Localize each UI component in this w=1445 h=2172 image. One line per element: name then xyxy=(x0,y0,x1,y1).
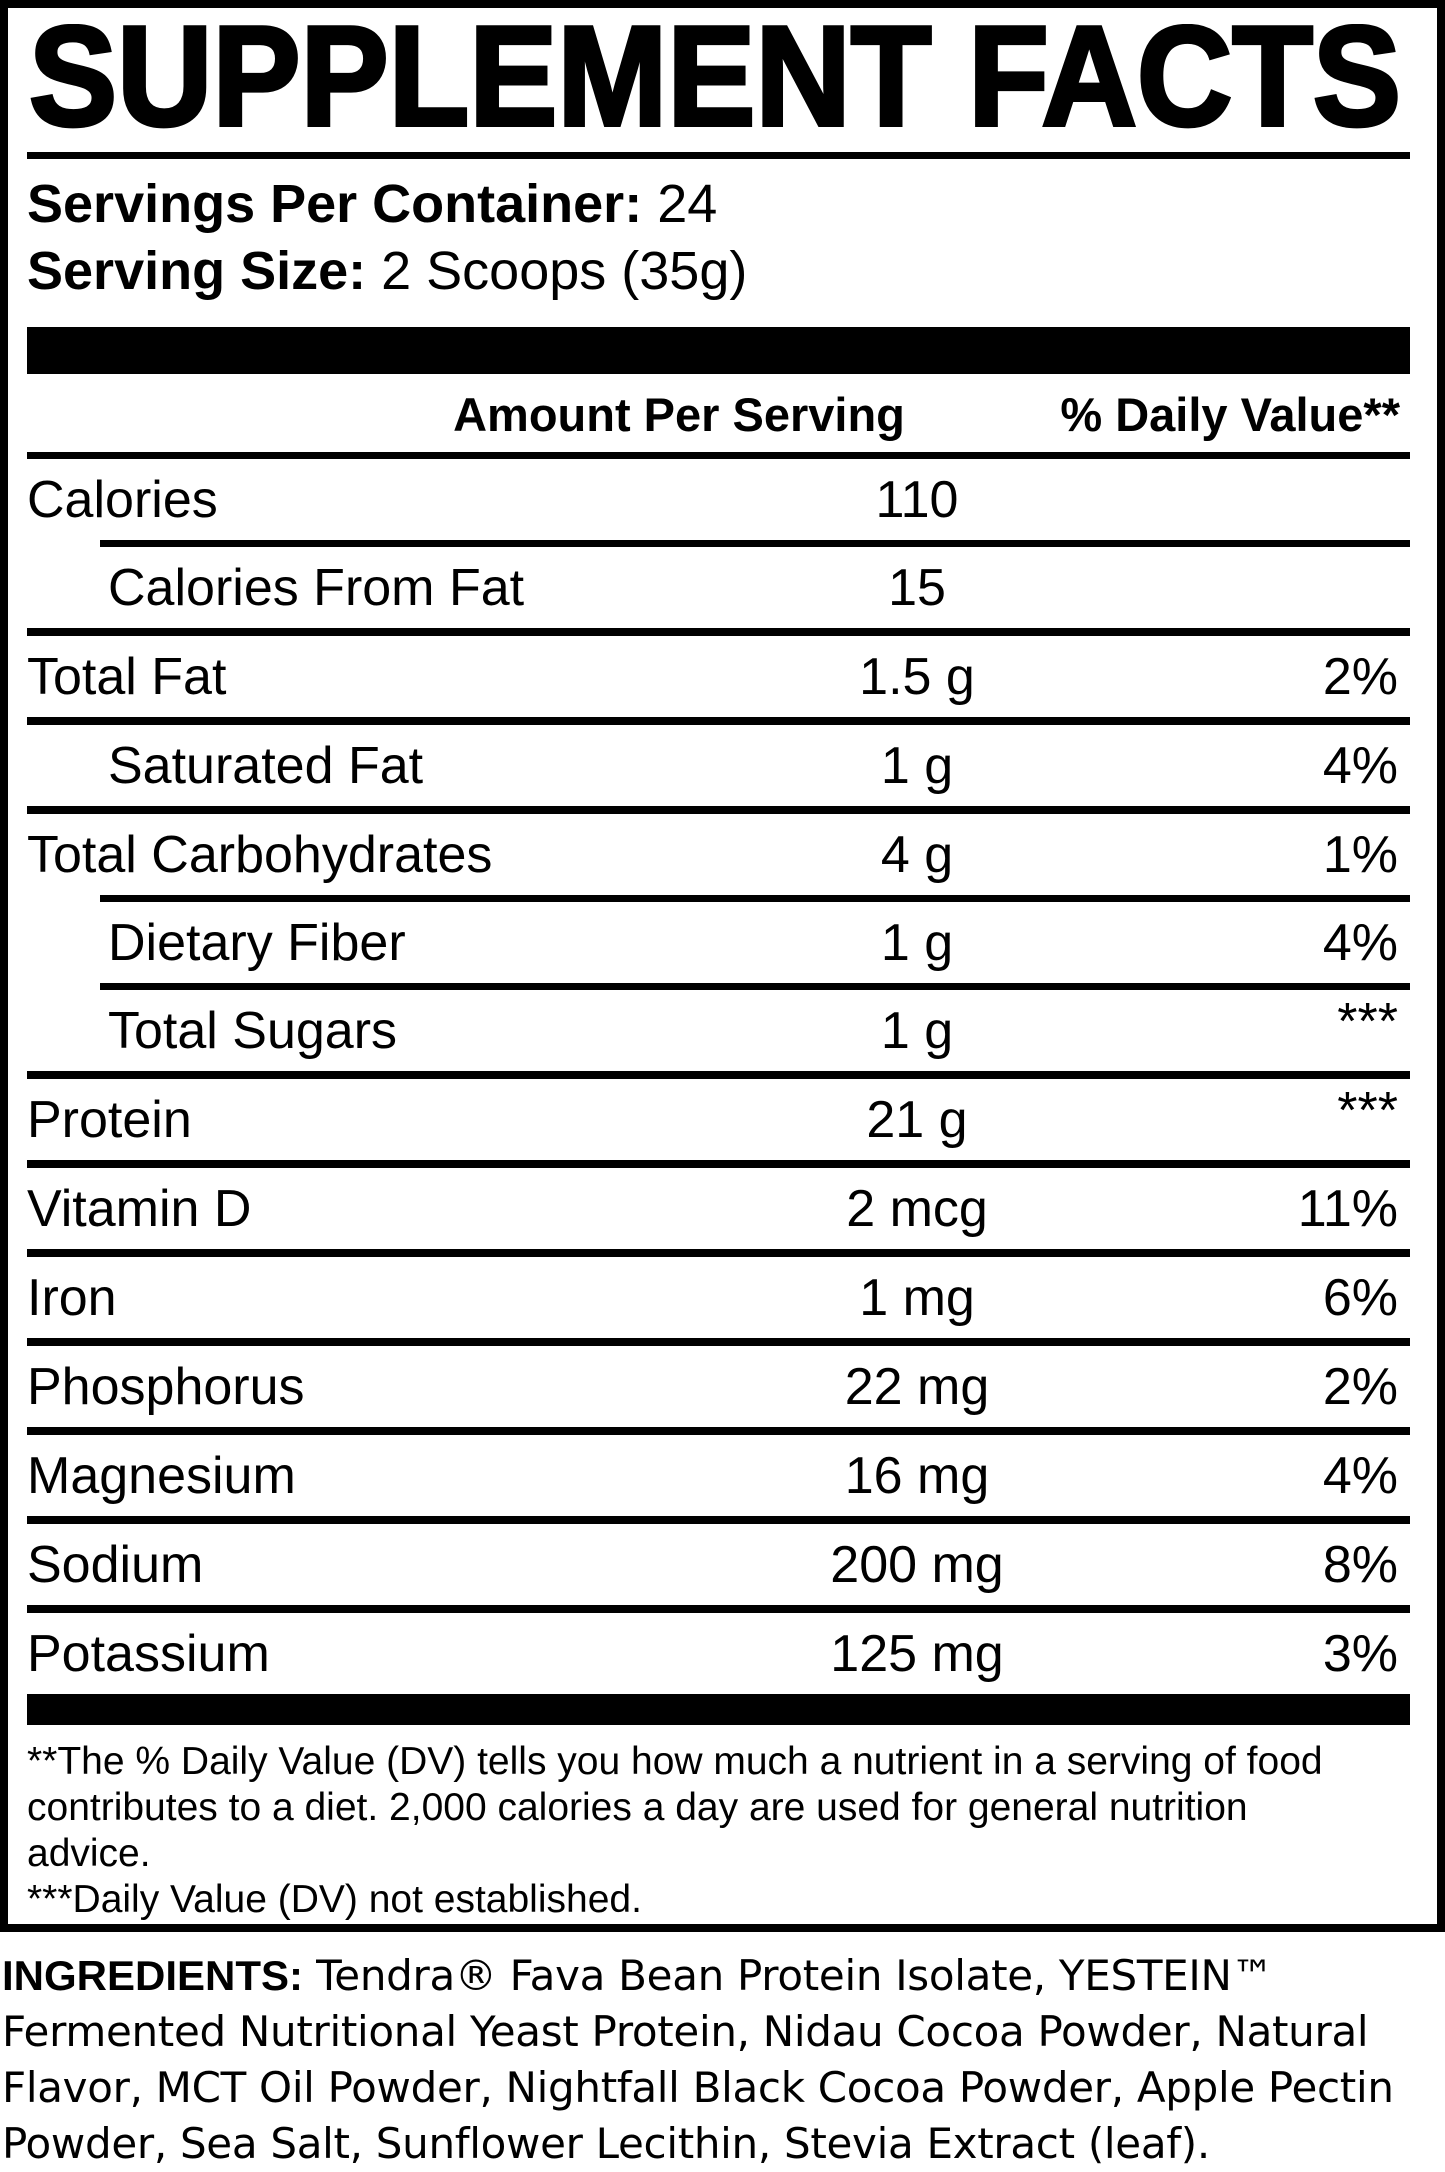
nutrient-row: Potassium 125 mg 3% xyxy=(27,1613,1410,1694)
nutrient-row: Calories From Fat 15 xyxy=(27,547,1410,628)
ingredients-section: INGREDIENTS: Tendra® Fava Bean Protein I… xyxy=(0,1932,1445,2172)
nutrient-amount: 110 xyxy=(875,470,959,529)
serving-size-label: Serving Size: xyxy=(27,241,367,301)
nutrient-name: Calories From Fat xyxy=(108,558,525,617)
nutrient-dv: 8% xyxy=(1322,1535,1398,1594)
nutrient-amount: 15 xyxy=(888,558,946,617)
nutrient-amount: 4 g xyxy=(880,825,954,884)
serving-size-value: 2 Scoops (35g) xyxy=(381,241,748,301)
nutrient-dv: 4% xyxy=(1322,1446,1398,1505)
row-divider xyxy=(27,806,1410,814)
nutrient-name: Potassium xyxy=(27,1624,270,1683)
nutrient-amount: 22 mg xyxy=(844,1357,990,1416)
row-divider xyxy=(27,1249,1410,1257)
header-separator-bar xyxy=(27,327,1410,374)
nutrient-dv: 3% xyxy=(1322,1624,1398,1683)
nutrient-dv: 2% xyxy=(1322,647,1398,706)
nutrient-dv: 2% xyxy=(1322,1357,1398,1416)
nutrient-dv: 6% xyxy=(1322,1268,1398,1327)
nutrient-name: Sodium xyxy=(27,1535,204,1594)
supplement-facts-title: SUPPLEMENT FACTS xyxy=(27,24,1403,138)
nutrient-amount: 1.5 g xyxy=(859,647,975,706)
servings-per-container-label: Servings Per Container: xyxy=(27,174,643,234)
nutrient-row: Total Sugars 1 g *** xyxy=(27,990,1410,1071)
nutrient-name: Dietary Fiber xyxy=(108,913,406,972)
nutrient-name: Calories xyxy=(27,470,218,529)
nutrient-name: Iron xyxy=(27,1268,117,1327)
footnote-separator-bar xyxy=(27,1694,1410,1725)
row-divider xyxy=(27,1338,1410,1346)
nutrient-name: Protein xyxy=(27,1090,192,1149)
nutrient-name: Magnesium xyxy=(27,1446,296,1505)
nutrient-row: Total Carbohydrates 4 g 1% xyxy=(27,814,1410,895)
nutrient-name: Saturated Fat xyxy=(108,736,424,795)
nutrient-dv: 4% xyxy=(1322,736,1398,795)
daily-value-header: % Daily Value** xyxy=(1060,388,1400,441)
nutrient-amount: 16 mg xyxy=(844,1446,990,1505)
nutrient-dv: 11% xyxy=(1297,1179,1398,1238)
nutrient-name: Total Fat xyxy=(27,647,227,706)
nutrient-dv: 4% xyxy=(1322,913,1398,972)
nutrient-dv: 1% xyxy=(1322,825,1398,884)
supplement-facts-label: SUPPLEMENT FACTS Servings Per Container:… xyxy=(0,0,1445,1932)
nutrient-amount: 21 g xyxy=(866,1090,968,1149)
nutrient-row: Protein 21 g *** xyxy=(27,1079,1410,1160)
nutrient-dv: *** xyxy=(1337,1082,1398,1140)
servings-per-container: Servings Per Container: 24 xyxy=(27,171,1410,238)
nutrient-amount: 200 mg xyxy=(830,1535,1004,1594)
nutrient-row: Magnesium 16 mg 4% xyxy=(27,1435,1410,1516)
row-divider xyxy=(27,717,1410,725)
nutrient-row: Calories 110 xyxy=(27,459,1410,540)
row-divider xyxy=(100,540,1410,547)
row-divider xyxy=(27,1071,1410,1079)
nutrient-dv: *** xyxy=(1337,993,1398,1051)
nutrient-amount: 1 g xyxy=(880,736,954,795)
nutrient-row: Sodium 200 mg 8% xyxy=(27,1524,1410,1605)
row-divider xyxy=(27,1516,1410,1524)
nutrient-name: Vitamin D xyxy=(27,1179,252,1238)
nutrient-row: Dietary Fiber 1 g 4% xyxy=(27,902,1410,983)
row-divider xyxy=(27,1427,1410,1435)
nutrient-row: Saturated Fat 1 g 4% xyxy=(27,725,1410,806)
row-divider xyxy=(100,895,1410,902)
nutrient-amount: 125 mg xyxy=(830,1624,1004,1683)
footnotes: **The % Daily Value (DV) tells you how m… xyxy=(27,1739,1372,1923)
nutrient-name: Phosphorus xyxy=(27,1357,305,1416)
footnote-not-established: ***Daily Value (DV) not established. xyxy=(27,1878,642,1921)
serving-size: Serving Size: 2 Scoops (35g) xyxy=(27,238,1410,305)
nutrient-name: Total Sugars xyxy=(108,1001,398,1060)
page-title: SUPPLEMENT FACTS xyxy=(29,24,1401,138)
row-divider xyxy=(27,1605,1410,1613)
title-underline xyxy=(27,152,1410,159)
nutrient-amount: 1 g xyxy=(880,913,954,972)
row-divider xyxy=(27,1160,1410,1168)
amount-per-serving-header: Amount Per Serving xyxy=(453,388,905,441)
nutrient-row: Total Fat 1.5 g 2% xyxy=(27,636,1410,717)
nutrient-row: Iron 1 mg 6% xyxy=(27,1257,1410,1338)
row-divider xyxy=(27,628,1410,636)
servings-per-container-value: 24 xyxy=(657,174,718,234)
nutrient-name: Total Carbohydrates xyxy=(27,825,493,884)
ingredients-heading: INGREDIENTS: xyxy=(2,1952,304,1999)
footnote-daily-value: **The % Daily Value (DV) tells you how m… xyxy=(27,1740,1323,1875)
nutrient-amount: 1 g xyxy=(880,1001,954,1060)
nutrient-amount: 2 mcg xyxy=(846,1179,988,1238)
column-header: Amount Per Serving % Daily Value** xyxy=(27,374,1410,452)
nutrient-row: Phosphorus 22 mg 2% xyxy=(27,1346,1410,1427)
row-divider xyxy=(27,452,1410,459)
row-divider xyxy=(100,983,1410,990)
nutrient-amount: 1 mg xyxy=(859,1268,975,1327)
nutrient-row: Vitamin D 2 mcg 11% xyxy=(27,1168,1410,1249)
